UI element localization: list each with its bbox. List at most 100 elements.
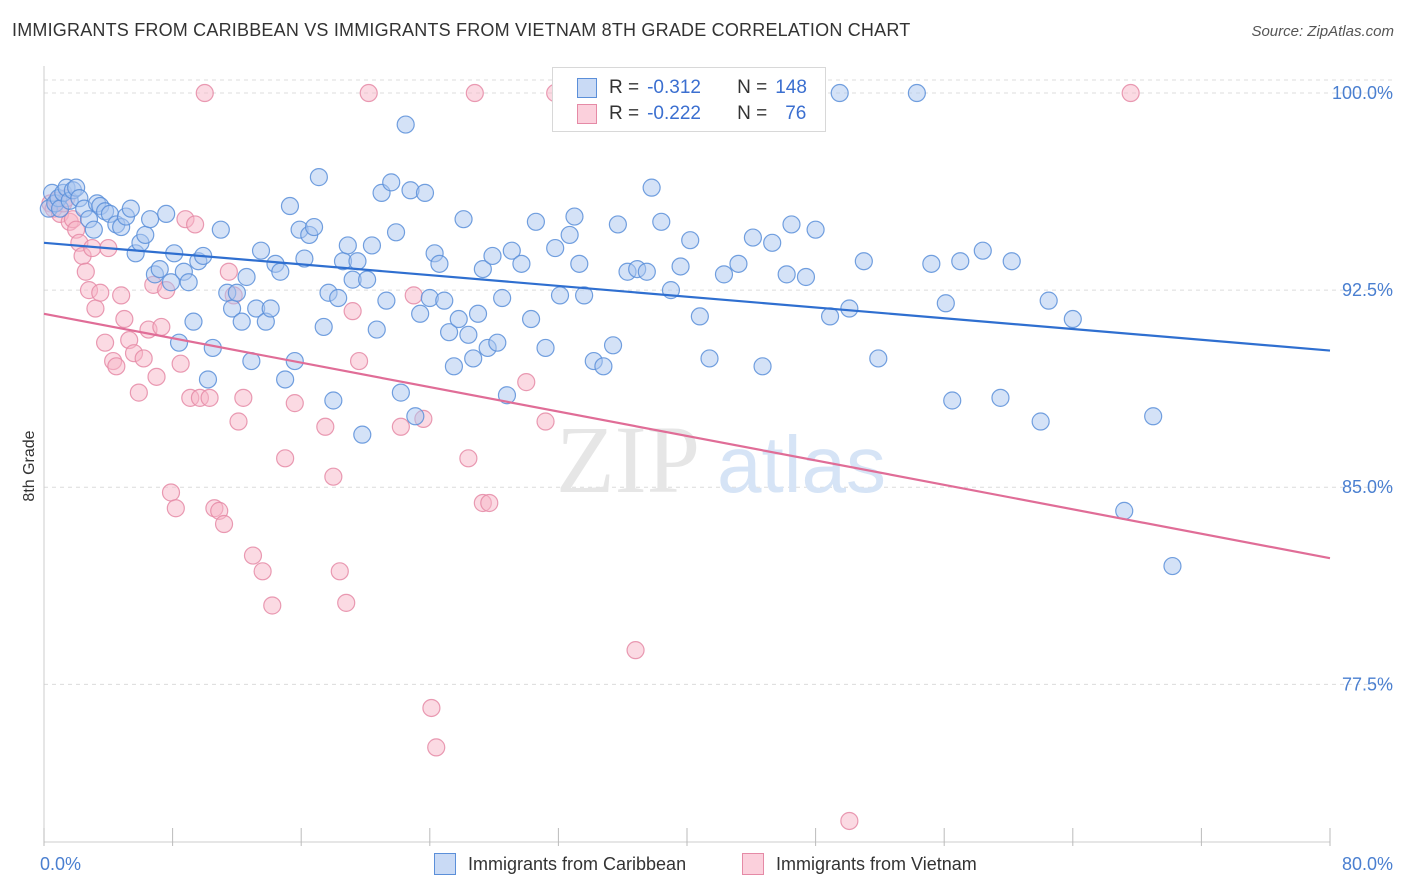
vietnam-point [219,262,238,281]
caribbean-point [276,370,295,389]
source-label: Source: ZipAtlas.com [1251,23,1394,40]
caribbean-point [348,252,367,271]
caribbean-point [367,320,386,339]
vietnam-point [129,383,148,402]
legend-row-caribbean: R = -0.312 N = 148 [577,75,807,101]
caribbean-point [184,312,203,331]
caribbean-point [671,257,690,276]
caribbean-point [806,220,825,239]
caribbean-point [464,349,483,368]
vietnam-point [229,412,248,431]
vietnam-point [161,483,181,502]
caribbean-point [907,83,926,103]
caribbean-point [304,217,324,237]
caribbean-point [377,291,396,310]
y-tick-label: 85.0% [1342,477,1393,497]
caribbean-point [714,265,734,284]
caribbean-point [227,283,246,302]
caribbean-point [743,228,763,247]
vietnam-point [517,373,536,392]
caribbean-point [179,273,198,292]
caribbean-point [753,357,772,376]
vietnam-point [285,394,304,413]
y-tick-label: 92.5% [1342,280,1393,300]
caribbean-point [608,215,627,234]
caribbean-point [642,178,661,197]
caribbean-point [382,173,401,192]
legend-r-value-vietnam: -0.222 [647,103,701,124]
caribbean-point [854,252,873,271]
vietnam-point [234,388,253,407]
caribbean-trend-line [43,241,1331,352]
grid-layer [44,79,1394,685]
caribbean-point [391,383,410,402]
vietnam-point [1121,83,1140,103]
y-tick-label: 100.0% [1332,83,1393,103]
caribbean-point [324,391,343,410]
legend-r-label: R = [609,77,640,98]
vietnam-point [253,562,272,581]
caribbean-point [973,241,992,260]
caribbean-point [869,349,888,368]
caribbean-point [237,267,256,287]
caribbean-point [729,254,748,273]
caribbean-point [309,168,328,187]
caribbean-point [454,210,473,229]
caribbean-point [493,288,512,308]
bottom-legend-vietnam: Immigrants from Vietnam [742,852,977,876]
vietnam-point [391,417,410,436]
vietnam-point [107,357,126,376]
vietnam-point [147,367,166,386]
vietnam-point [324,467,343,486]
bottom-legend-label-vietnam: Immigrants from Vietnam [776,853,977,874]
caribbean-point [439,323,459,342]
vietnam-point [349,351,369,371]
legend-n-label: N = [737,103,768,124]
vietnam-trend-line [43,312,1331,560]
caribbean-point [84,220,103,239]
caribbean-point [512,254,531,273]
caribbean-point [700,349,719,368]
caribbean-point [261,299,280,318]
caribbean-point [951,252,970,271]
chart-title: IMMIGRANTS FROM CARIBBEAN VS IMMIGRANTS … [12,20,911,40]
vietnam-point [166,499,185,518]
legend-swatch-caribbean [577,78,597,98]
caribbean-point [570,254,589,273]
caribbean-point [411,304,430,323]
vietnam-point [359,83,378,103]
bottom-legend-caribbean: Immigrants from Caribbean [434,852,686,876]
caribbean-point [575,286,594,305]
caribbean-point [560,225,579,245]
legend-row-vietnam: R = -0.222 N = 76 [577,101,806,127]
caribbean-point [536,338,555,358]
vietnam-point [422,698,441,718]
caribbean-point [565,207,584,226]
vietnam-point [214,514,234,534]
caribbean-point [502,241,521,260]
vietnam-point [276,449,295,468]
caribbean-point [681,231,700,250]
vietnam-point [195,83,214,103]
caribbean-point [140,210,160,229]
vietnam-point [330,562,349,581]
vietnam-point [76,262,95,281]
caribbean-point [1031,412,1050,431]
x-tick-label: 80.0% [1342,854,1393,874]
caribbean-point [358,270,377,289]
caribbean-point [444,357,464,376]
caribbean-point [488,333,507,352]
vietnam-point [134,349,153,368]
watermark-zip: ZIP [556,406,700,513]
caribbean-point [353,425,372,444]
legend-r-label: R = [609,103,640,124]
vietnam-point [200,388,219,407]
caribbean-point [550,286,570,305]
caribbean-point [150,259,169,279]
caribbean-point [271,262,290,281]
caribbean-point [637,262,656,281]
caribbean-point [1039,291,1058,310]
caribbean-point [483,246,502,266]
watermark: ZIP atlas [556,406,886,513]
